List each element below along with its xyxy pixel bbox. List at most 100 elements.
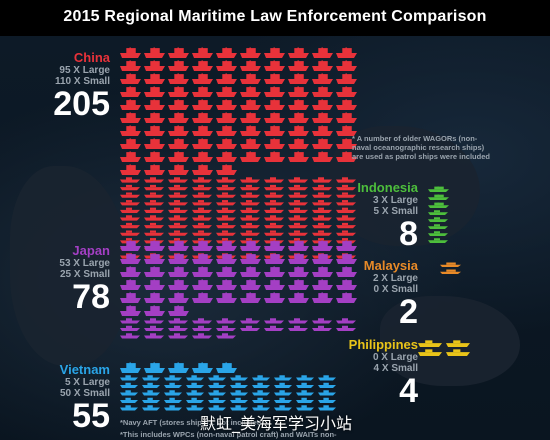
large-ship-icon	[336, 292, 357, 303]
large-ship-icon	[312, 138, 333, 149]
small-ship-icon	[288, 184, 308, 191]
large-ship-icon	[120, 151, 141, 162]
small-ship-icon	[208, 375, 226, 381]
large-ship-icon	[312, 99, 333, 110]
large-ship-icon	[336, 151, 357, 162]
large-ship-icon	[192, 266, 213, 277]
large-ship-icon	[192, 164, 213, 175]
small-ship-icon	[274, 375, 292, 381]
small-ship-icon	[168, 192, 188, 198]
small-ship-icon	[120, 222, 140, 229]
small-ship-icon	[336, 207, 356, 213]
large-ship-icon	[440, 262, 461, 267]
small-ship-icon	[120, 390, 138, 396]
total-count: 205	[53, 85, 110, 123]
small-ship-icon	[120, 375, 138, 381]
country-name: Malaysia	[363, 258, 418, 273]
large-ship-icon	[120, 292, 141, 303]
large-ship-icon	[216, 60, 237, 71]
large-ship-icon	[288, 60, 309, 71]
small-ship-icon	[168, 325, 188, 331]
small-ship-icon	[144, 200, 164, 206]
small-ship-icon	[240, 325, 260, 331]
small-ship-icon	[216, 325, 236, 331]
small-ship-icon	[336, 325, 356, 331]
large-ship-icon	[168, 86, 189, 97]
small-ship-icon	[428, 231, 448, 236]
small-ship-icon	[264, 215, 284, 221]
large-ship-icon	[144, 151, 165, 162]
large-ship-icon	[120, 125, 141, 136]
large-ship-icon	[192, 151, 213, 162]
small-ship-icon	[312, 222, 332, 229]
total-count: 2	[399, 293, 418, 331]
watermark-text: 默虹_美海军学习小站	[200, 414, 353, 433]
small-ship-icon	[312, 318, 332, 324]
large-ship-icon	[120, 60, 141, 71]
large-ship-icon	[264, 99, 285, 110]
small-ship-icon	[120, 192, 140, 198]
small-ship-icon	[296, 375, 314, 381]
large-ship-icon	[192, 47, 213, 58]
country-name: Vietnam	[59, 362, 110, 377]
small-ship-icon	[336, 200, 356, 206]
large-ship-icon	[240, 60, 261, 71]
large-ship-icon	[168, 279, 189, 290]
small-ship-icon	[144, 192, 164, 198]
small-ship-icon	[164, 397, 182, 403]
small-ship-icon	[216, 230, 236, 236]
large-ship-icon	[240, 151, 261, 162]
small-ship-icon	[296, 390, 314, 396]
small-ship-icon	[192, 184, 212, 191]
small-ship-icon	[192, 207, 212, 213]
large-ship-icon	[336, 60, 357, 71]
small-ship-icon	[264, 184, 284, 191]
large-ship-icon	[216, 266, 237, 277]
small-ship-icon	[192, 222, 212, 229]
small-ship-icon	[336, 184, 356, 191]
large-ship-icon	[144, 138, 165, 149]
large-ship-icon	[428, 202, 449, 208]
large-count: 53 X Large	[59, 258, 110, 269]
large-ship-icon	[144, 253, 165, 264]
small-ship-icon	[216, 215, 236, 221]
large-ship-icon	[120, 279, 141, 290]
large-ship-icon	[240, 73, 261, 84]
small-ship-icon	[336, 192, 356, 198]
large-ship-icon	[120, 112, 141, 123]
large-ship-icon	[240, 279, 261, 290]
small-ship-icon	[312, 184, 332, 191]
large-ship-icon	[216, 138, 237, 149]
large-ship-icon	[192, 240, 213, 251]
small-ship-icon	[216, 318, 236, 324]
small-ship-icon	[120, 184, 140, 191]
large-ship-icon	[168, 164, 189, 175]
small-ship-icon	[446, 349, 470, 356]
small-ship-icon	[142, 390, 160, 396]
large-ship-icon	[216, 240, 237, 251]
small-ship-icon	[336, 318, 356, 324]
large-ship-icon	[336, 99, 357, 110]
large-ship-icon	[336, 240, 357, 251]
large-ship-icon	[120, 253, 141, 264]
small-ship-icon	[168, 215, 188, 221]
large-ship-icon	[264, 266, 285, 277]
small-ship-icon	[288, 230, 308, 236]
small-ship-icon	[164, 375, 182, 381]
small-ship-icon	[230, 405, 248, 411]
small-ship-icon	[192, 215, 212, 221]
small-ship-icon	[186, 405, 204, 411]
large-ship-icon	[428, 186, 449, 192]
large-ship-icon	[288, 73, 309, 84]
large-ship-icon	[264, 112, 285, 123]
small-ship-icon	[288, 177, 308, 183]
large-ship-icon	[288, 266, 309, 277]
large-ship-icon	[240, 266, 261, 277]
small-ship-icon	[142, 382, 160, 388]
large-ship-icon	[312, 292, 333, 303]
small-ship-icon	[418, 340, 442, 347]
large-ship-icon	[192, 112, 213, 123]
large-ship-icon	[312, 112, 333, 123]
large-ship-icon	[144, 362, 165, 373]
vietnam-note: *Navy AFT (stores ships)... not included	[120, 418, 262, 427]
